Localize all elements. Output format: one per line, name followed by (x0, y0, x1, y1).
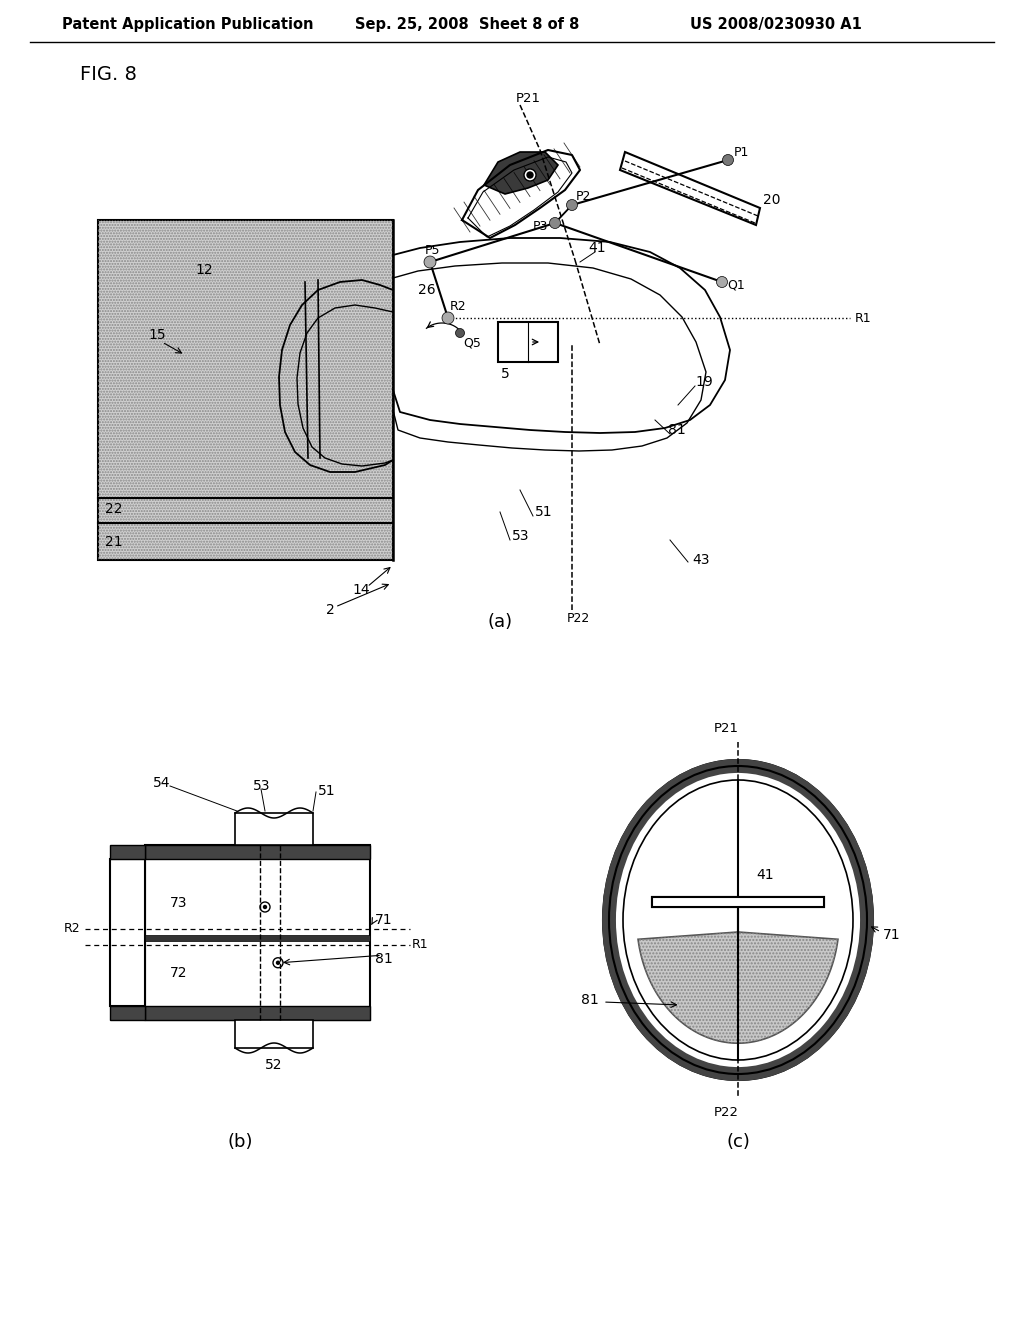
Bar (98, 220, 393, 560)
Bar (498, 322, 558, 362)
Circle shape (524, 169, 536, 181)
Bar (110, 1006, 145, 1020)
Ellipse shape (603, 760, 873, 1080)
Text: R1: R1 (412, 939, 429, 952)
Text: 43: 43 (692, 553, 710, 568)
Text: 15: 15 (148, 327, 166, 342)
Text: 21: 21 (105, 535, 123, 549)
Bar (651, 898, 824, 907)
Text: 53: 53 (253, 779, 270, 793)
Text: 41: 41 (756, 869, 773, 882)
Text: 53: 53 (512, 529, 529, 543)
Bar (234, 1020, 313, 1048)
Circle shape (263, 906, 266, 908)
Circle shape (566, 199, 578, 210)
Bar (98, 220, 393, 560)
Text: 22: 22 (105, 502, 123, 516)
Text: 54: 54 (153, 776, 171, 789)
Circle shape (273, 958, 283, 968)
Text: 20: 20 (763, 193, 780, 207)
Text: Q1: Q1 (727, 279, 744, 292)
Text: (b): (b) (227, 1133, 253, 1151)
Circle shape (260, 902, 270, 912)
Circle shape (442, 312, 454, 323)
Bar (145, 845, 370, 859)
Text: P22: P22 (567, 611, 590, 624)
Text: 51: 51 (535, 506, 553, 519)
Text: R2: R2 (450, 300, 467, 313)
Circle shape (723, 154, 733, 165)
Bar (110, 859, 145, 1006)
Text: 41: 41 (588, 242, 605, 255)
Circle shape (717, 276, 727, 288)
Text: P21: P21 (714, 722, 738, 734)
Bar (145, 845, 370, 1020)
Text: Sep. 25, 2008  Sheet 8 of 8: Sep. 25, 2008 Sheet 8 of 8 (355, 17, 580, 33)
Text: 81: 81 (581, 993, 599, 1007)
Text: R2: R2 (63, 923, 80, 936)
Text: Patent Application Publication: Patent Application Publication (62, 17, 313, 33)
Ellipse shape (623, 780, 853, 1060)
Text: P1: P1 (734, 145, 750, 158)
Text: 26: 26 (418, 282, 435, 297)
Text: P21: P21 (516, 91, 541, 104)
Bar (145, 1006, 370, 1020)
Text: 72: 72 (170, 966, 187, 979)
Text: 2: 2 (326, 603, 335, 616)
Polygon shape (620, 152, 760, 224)
Text: 51: 51 (318, 784, 336, 799)
Circle shape (424, 256, 436, 268)
Bar (651, 898, 824, 907)
Text: R1: R1 (855, 312, 871, 325)
Text: P22: P22 (714, 1106, 738, 1118)
Bar (145, 935, 370, 941)
Bar (234, 813, 313, 845)
Text: 81: 81 (668, 422, 686, 437)
Text: (c): (c) (726, 1133, 750, 1151)
Circle shape (276, 961, 280, 964)
Text: (a): (a) (487, 612, 513, 631)
Text: P2: P2 (575, 190, 592, 202)
Text: 73: 73 (170, 896, 187, 909)
Text: FIG. 8: FIG. 8 (80, 66, 137, 84)
Text: 5: 5 (501, 367, 510, 381)
Text: 81: 81 (375, 952, 393, 966)
Polygon shape (484, 152, 558, 194)
Polygon shape (638, 932, 838, 1043)
Text: P3: P3 (534, 220, 549, 234)
Text: US 2008/0230930 A1: US 2008/0230930 A1 (690, 17, 862, 33)
Circle shape (550, 218, 560, 228)
Text: 71: 71 (375, 913, 392, 927)
Text: 19: 19 (695, 375, 713, 389)
Text: 14: 14 (352, 583, 370, 597)
Circle shape (527, 172, 534, 178)
Text: 52: 52 (265, 1059, 283, 1072)
Text: 12: 12 (195, 263, 213, 277)
Text: Q5: Q5 (463, 337, 481, 350)
Bar (110, 845, 145, 859)
Text: 71: 71 (883, 928, 901, 942)
Text: P5: P5 (425, 243, 440, 256)
Circle shape (456, 329, 465, 338)
